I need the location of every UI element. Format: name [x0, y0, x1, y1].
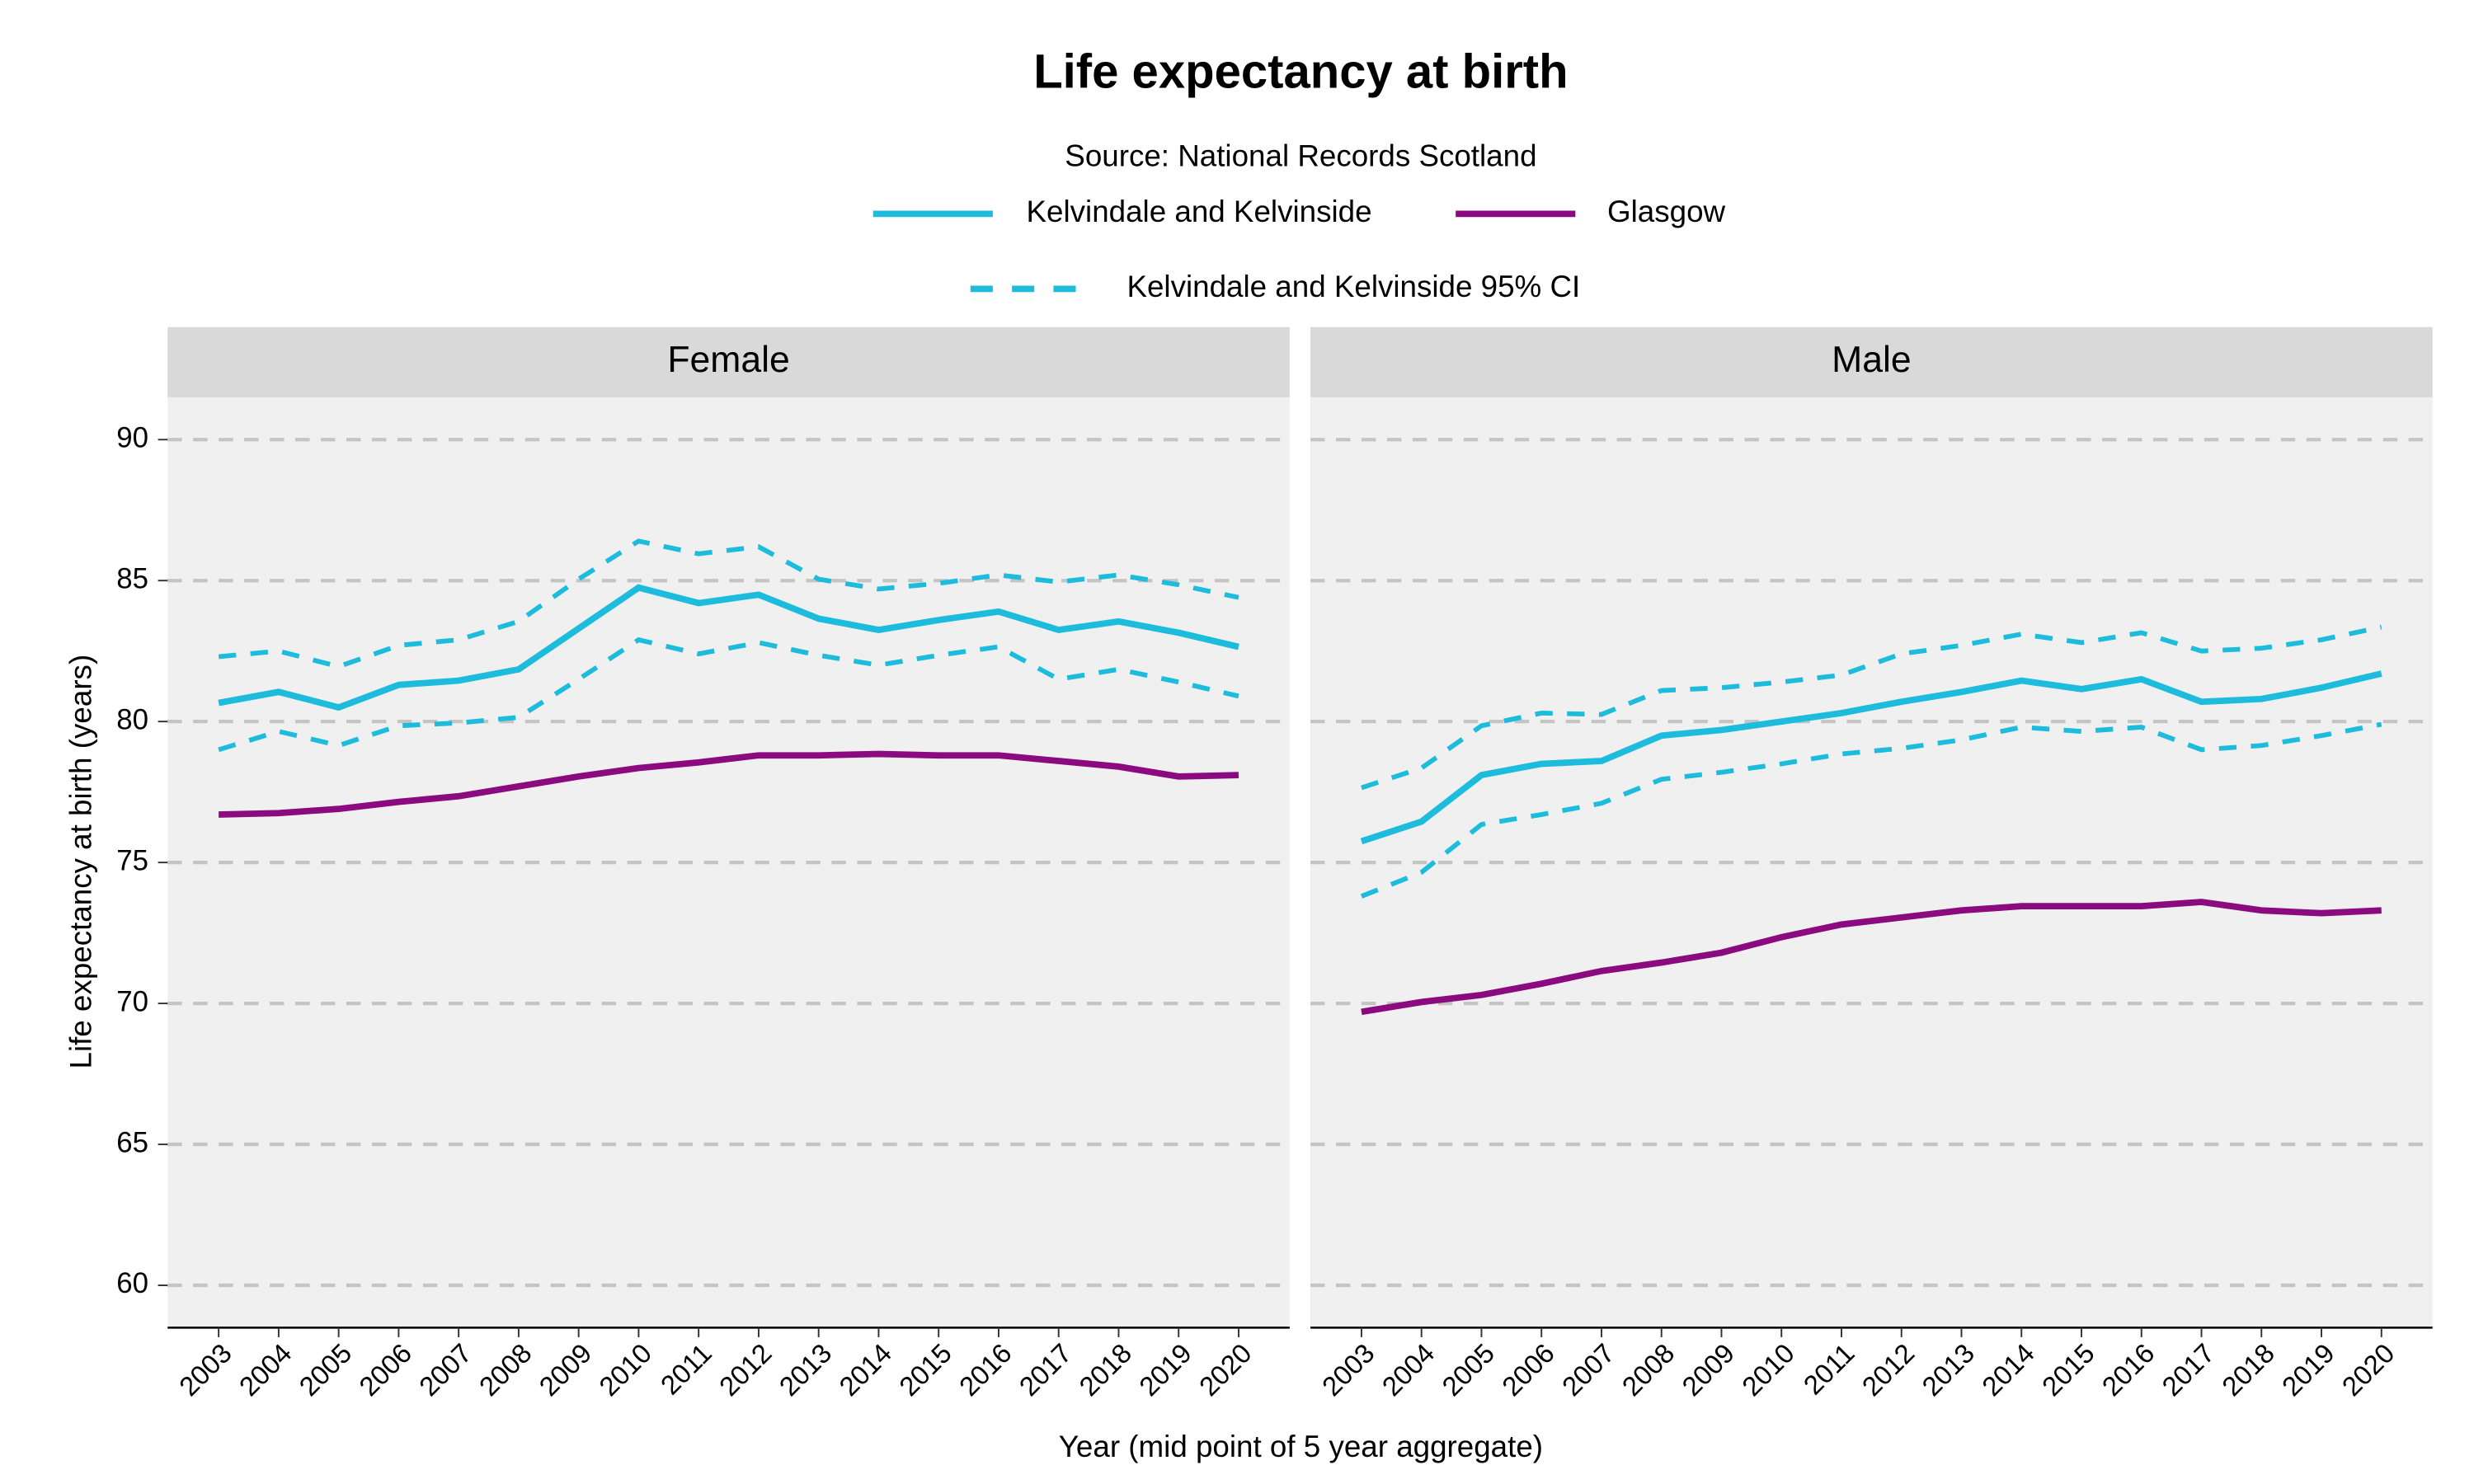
series-line	[218, 584, 1239, 711]
x-tick-label: 2016	[953, 1337, 1018, 1402]
x-axis-label: Year (mid point of 5 year aggregate)	[1059, 1430, 1543, 1463]
x-tick-label: 2008	[1616, 1337, 1681, 1402]
series-line	[1361, 899, 2382, 1016]
y-tick-label: 90	[116, 421, 148, 453]
x-tick-label: 2020	[2336, 1337, 2401, 1402]
ci-line	[218, 538, 1239, 669]
chart-subtitle: Source: National Records Scotland	[1065, 139, 1536, 172]
x-tick-label: 2010	[593, 1337, 657, 1402]
x-tick-label: 2009	[1676, 1337, 1740, 1402]
x-tick-label: 2020	[1193, 1337, 1258, 1402]
x-tick-label: 2005	[293, 1337, 357, 1402]
y-tick-label: 75	[116, 844, 148, 876]
x-tick-label: 2010	[1736, 1337, 1800, 1402]
x-tick-label: 2012	[1856, 1337, 1921, 1402]
ci-line	[218, 636, 1239, 753]
series-line	[1360, 670, 2382, 845]
x-tick-label: 2013	[773, 1337, 837, 1402]
y-tick-label: 85	[116, 562, 148, 594]
y-tick-label: 80	[116, 703, 148, 735]
x-tick-label: 2018	[1073, 1337, 1137, 1402]
panel-title: Male	[1832, 340, 1911, 380]
x-tick-label: 2017	[2156, 1337, 2220, 1402]
y-axis-label: Life expectancy at birth (years)	[63, 655, 97, 1069]
x-tick-label: 2019	[2276, 1337, 2340, 1402]
strip-background	[1310, 326, 2433, 397]
x-tick-label: 2011	[655, 1337, 717, 1400]
series-line	[219, 750, 1239, 818]
x-tick-label: 2004	[1376, 1337, 1440, 1402]
x-tick-label: 2003	[173, 1337, 238, 1402]
legend-label: Kelvindale and Kelvinside	[1027, 195, 1372, 228]
x-tick-label: 2015	[2036, 1337, 2100, 1402]
panel-title: Female	[667, 340, 789, 380]
x-tick-label: 2014	[1976, 1337, 2040, 1402]
x-tick-label: 2006	[353, 1337, 417, 1402]
x-tick-label: 2015	[893, 1337, 957, 1402]
x-tick-label: 2018	[2216, 1337, 2280, 1402]
legend-label: Glasgow	[1607, 195, 1725, 228]
x-tick-label: 2007	[413, 1337, 477, 1402]
x-tick-label: 2007	[1556, 1337, 1620, 1402]
x-tick-label: 2008	[473, 1337, 538, 1402]
x-tick-label: 2011	[1798, 1337, 1860, 1400]
x-tick-label: 2005	[1436, 1337, 1500, 1402]
x-tick-label: 2003	[1316, 1337, 1380, 1402]
y-tick-label: 70	[116, 985, 148, 1017]
legend-label: Kelvindale and Kelvinside 95% CI	[1126, 270, 1580, 303]
x-tick-label: 2017	[1014, 1337, 1078, 1402]
x-tick-label: 2012	[713, 1337, 778, 1402]
chart-title: Life expectancy at birth	[1033, 45, 1568, 98]
y-tick-label: 60	[116, 1267, 148, 1299]
x-tick-label: 2006	[1496, 1337, 1560, 1402]
x-tick-label: 2014	[833, 1337, 897, 1402]
x-tick-label: 2019	[1133, 1337, 1197, 1402]
y-tick-label: 65	[116, 1126, 148, 1158]
ci-line	[1360, 721, 2382, 899]
strip-background	[167, 326, 1290, 397]
x-tick-label: 2016	[2096, 1337, 2161, 1402]
x-tick-label: 2004	[233, 1337, 298, 1402]
x-tick-label: 2013	[1916, 1337, 1980, 1402]
x-tick-label: 2009	[533, 1337, 597, 1402]
